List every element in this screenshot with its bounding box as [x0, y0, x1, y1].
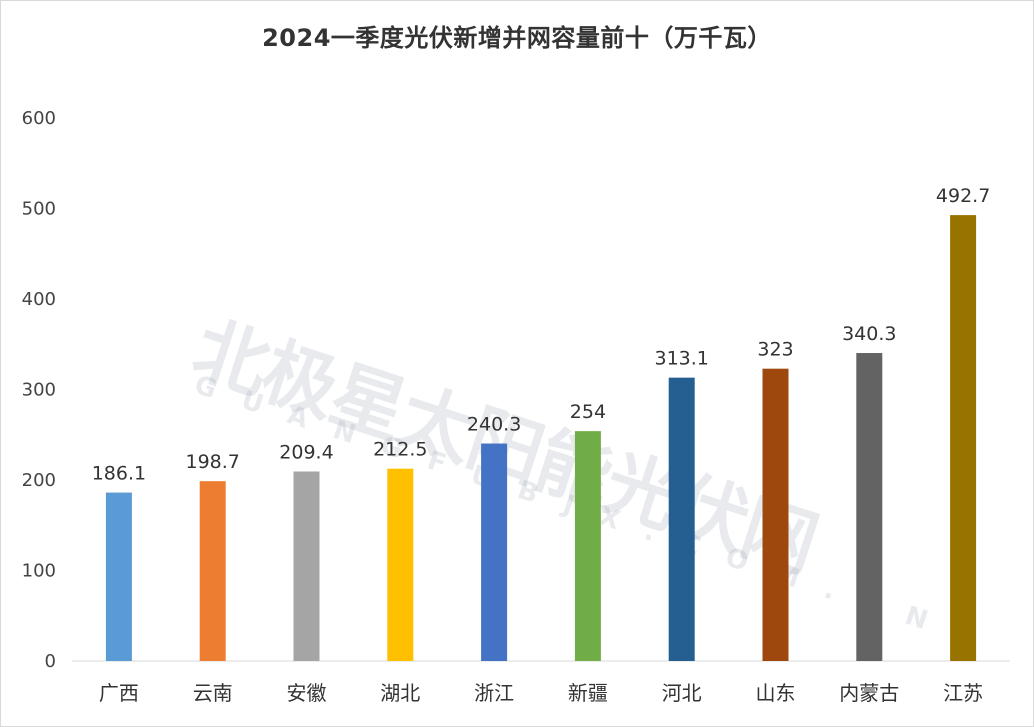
bar-内蒙古 — [856, 353, 883, 661]
x-tick-label: 浙江 — [474, 681, 514, 705]
bar-云南 — [199, 481, 226, 661]
data-label: 323 — [757, 339, 793, 361]
y-tick-label: 300 — [22, 380, 56, 401]
x-tick-label: 湖北 — [380, 681, 420, 705]
bar-新疆 — [574, 431, 601, 661]
data-label: 492.7 — [936, 185, 990, 207]
y-tick-label: 400 — [22, 289, 56, 310]
data-label: 186.1 — [92, 463, 146, 485]
x-tick-label: 新疆 — [568, 681, 608, 705]
bar-安徽 — [293, 471, 320, 661]
bar-山东 — [762, 368, 789, 661]
x-tick-label: 江苏 — [943, 681, 983, 705]
bar-江苏 — [950, 215, 977, 661]
x-tick-label: 山东 — [756, 681, 796, 705]
data-label: 313.1 — [654, 348, 708, 370]
y-tick-label: 200 — [22, 470, 56, 491]
data-label: 209.4 — [279, 441, 333, 463]
y-tick-label: 100 — [22, 561, 56, 582]
x-tick-label: 河北 — [662, 681, 702, 705]
chart-title: 2024一季度光伏新增并网容量前十（万千瓦） — [262, 24, 772, 52]
data-label: 340.3 — [842, 323, 896, 345]
x-tick-label: 广西 — [99, 681, 139, 705]
bar-浙江 — [481, 443, 508, 661]
x-tick-label: 云南 — [193, 681, 233, 705]
y-tick-label: 0 — [45, 651, 56, 672]
y-tick-label: 600 — [22, 108, 56, 129]
data-label: 198.7 — [185, 451, 239, 473]
y-tick-label: 500 — [22, 199, 56, 220]
bar-广西 — [105, 492, 132, 661]
data-label: 254 — [570, 401, 606, 423]
data-label: 212.5 — [373, 439, 427, 461]
bar-湖北 — [387, 468, 414, 661]
data-label: 240.3 — [467, 414, 521, 436]
bar-河北 — [668, 377, 695, 661]
x-tick-label: 安徽 — [287, 681, 327, 705]
x-tick-label: 内蒙古 — [839, 681, 899, 705]
